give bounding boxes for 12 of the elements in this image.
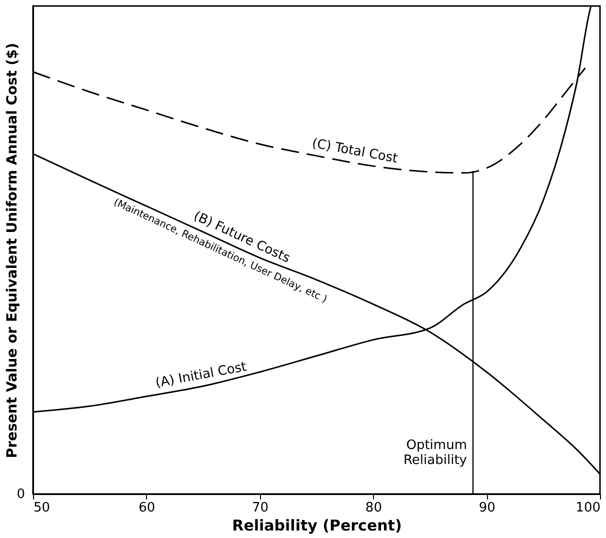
x-tick-label: 50 — [34, 500, 50, 516]
x-tick-label: 80 — [365, 500, 382, 516]
text: 0 — [16, 487, 25, 502]
x-tick-label: 90 — [478, 500, 496, 516]
y-axis-title: Present Value or Equivalent Uniform Annual Cost ($) — [4, 42, 20, 458]
annotation: (C) Total Cost — [310, 136, 399, 167]
ref-line-label: Optimum Reliability — [403, 438, 468, 468]
annotation: (A) Initial Cost — [154, 360, 248, 392]
x-tick-label: 100 — [576, 500, 600, 516]
x-tick-label: 70 — [252, 500, 269, 516]
x-tick-label: 60 — [138, 500, 156, 516]
x-axis-title: Reliability (Percent) — [232, 516, 402, 534]
